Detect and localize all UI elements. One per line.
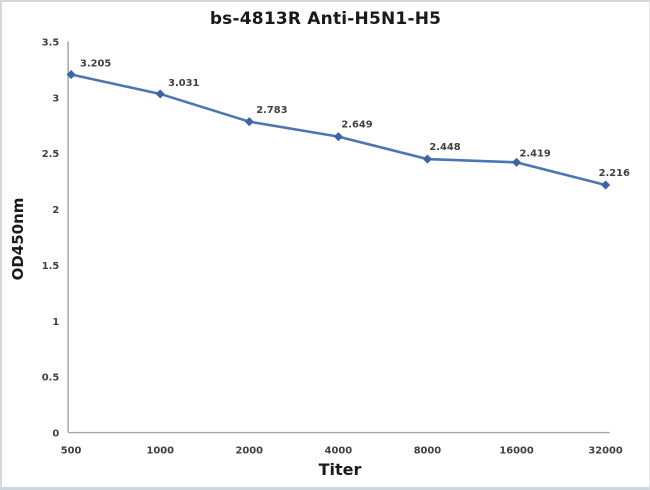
y-tick-label: 0.5 xyxy=(42,373,60,384)
data-point-label: 3.205 xyxy=(80,59,111,70)
data-point-marker xyxy=(244,117,254,127)
y-tick-label: 2 xyxy=(52,205,59,216)
y-tick-label: 2.5 xyxy=(42,149,60,160)
data-point-marker xyxy=(601,180,611,190)
data-point-marker xyxy=(155,89,165,99)
x-axis-title: Titer xyxy=(318,460,362,479)
data-point-marker xyxy=(422,154,433,164)
data-point-marker xyxy=(333,132,343,142)
x-tick-label: 500 xyxy=(61,445,82,456)
x-tick-label: 32000 xyxy=(588,445,622,456)
x-tick-label: 4000 xyxy=(325,445,353,456)
y-tick-label: 3.5 xyxy=(42,38,60,49)
x-tick-label: 16000 xyxy=(499,445,533,456)
data-point-label: 2.448 xyxy=(429,142,460,153)
series-line xyxy=(69,73,607,187)
x-tick-label: 1000 xyxy=(146,445,174,456)
data-point-label: 3.031 xyxy=(168,78,199,89)
chart-title: bs-4813R Anti-H5N1-H5 xyxy=(209,9,442,29)
data-point-marker xyxy=(511,157,522,167)
data-point-label: 2.649 xyxy=(341,120,372,131)
y-tick-label: 0 xyxy=(52,429,59,440)
data-point-label: 2.216 xyxy=(599,168,630,179)
y-tick-label: 1 xyxy=(52,317,59,328)
y-tick-label: 1.5 xyxy=(42,261,60,272)
y-tick-label: 3 xyxy=(52,93,59,104)
data-point-label: 2.783 xyxy=(256,105,287,116)
data-point-label: 2.419 xyxy=(519,148,550,159)
x-tick-label: 2000 xyxy=(236,445,264,456)
x-tick-label: 8000 xyxy=(414,445,442,456)
